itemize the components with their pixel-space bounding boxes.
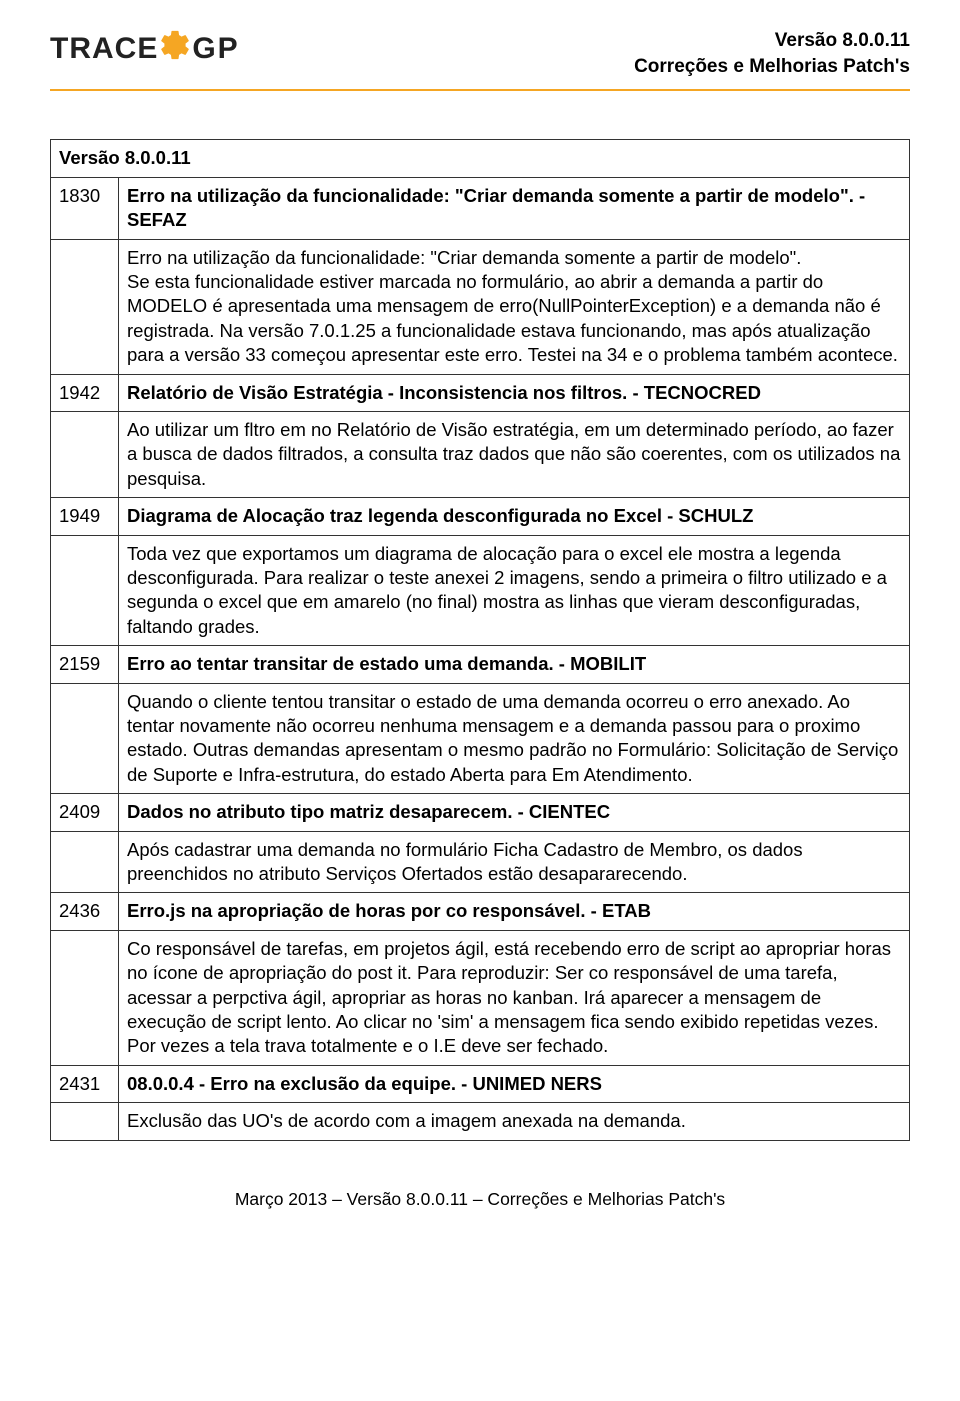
issue-desc-cell: Ao utilizar um fltro em no Relatório de … bbox=[119, 411, 910, 497]
issue-title-cell: Erro.js na apropriação de horas por co r… bbox=[119, 893, 910, 930]
issue-empty-cell bbox=[51, 535, 119, 646]
header-subtitle-text: Correções e Melhorias Patch's bbox=[634, 54, 910, 80]
table-row: Erro na utilização da funcionalidade: "C… bbox=[51, 239, 910, 374]
issue-title-cell: Diagrama de Alocação traz legenda descon… bbox=[119, 498, 910, 535]
header-version-block: Versão 8.0.0.11 Correções e Melhorias Pa… bbox=[634, 28, 910, 79]
table-row: 1942Relatório de Visão Estratégia - Inco… bbox=[51, 374, 910, 411]
issue-empty-cell bbox=[51, 930, 119, 1065]
issue-desc-cell: Erro na utilização da funcionalidade: "C… bbox=[119, 239, 910, 374]
issues-table-body: Versão 8.0.0.11 1830Erro na utilização d… bbox=[51, 140, 910, 1140]
table-row: 2159Erro ao tentar transitar de estado u… bbox=[51, 646, 910, 683]
table-row: 243108.0.0.4 - Erro na exclusão da equip… bbox=[51, 1065, 910, 1102]
issue-title-cell: Erro ao tentar transitar de estado uma d… bbox=[119, 646, 910, 683]
issue-title-cell: Relatório de Visão Estratégia - Inconsis… bbox=[119, 374, 910, 411]
logo-text-trace: TRACE bbox=[50, 32, 158, 66]
issue-title-cell: Erro na utilização da funcionalidade: "C… bbox=[119, 177, 910, 239]
table-row: Quando o cliente tentou transitar o esta… bbox=[51, 683, 910, 794]
issue-desc-cell: Toda vez que exportamos um diagrama de a… bbox=[119, 535, 910, 646]
table-version-row: Versão 8.0.0.11 bbox=[51, 140, 910, 177]
issue-desc-cell: Exclusão das UO's de acordo com a imagem… bbox=[119, 1103, 910, 1140]
issue-id-cell: 1949 bbox=[51, 498, 119, 535]
logo-text-gp: GP bbox=[192, 32, 239, 66]
table-row: Co responsável de tarefas, em projetos á… bbox=[51, 930, 910, 1065]
table-row: Toda vez que exportamos um diagrama de a… bbox=[51, 535, 910, 646]
table-row: Ao utilizar um fltro em no Relatório de … bbox=[51, 411, 910, 497]
issue-id-cell: 2409 bbox=[51, 794, 119, 831]
table-row: Após cadastrar uma demanda no formulário… bbox=[51, 831, 910, 893]
issues-table: Versão 8.0.0.11 1830Erro na utilização d… bbox=[50, 139, 910, 1140]
issue-id-cell: 2436 bbox=[51, 893, 119, 930]
table-row: 2409Dados no atributo tipo matriz desapa… bbox=[51, 794, 910, 831]
issue-id-cell: 2431 bbox=[51, 1065, 119, 1102]
issue-empty-cell bbox=[51, 683, 119, 794]
logo: TRACE GP bbox=[50, 28, 240, 69]
issue-empty-cell bbox=[51, 1103, 119, 1140]
issue-title-cell: Dados no atributo tipo matriz desaparece… bbox=[119, 794, 910, 831]
issue-title-cell: 08.0.0.4 - Erro na exclusão da equipe. -… bbox=[119, 1065, 910, 1102]
issue-desc-cell: Após cadastrar uma demanda no formulário… bbox=[119, 831, 910, 893]
page-header: TRACE GP Versão 8.0.0.11 Correções e Mel… bbox=[50, 28, 910, 91]
issue-empty-cell bbox=[51, 239, 119, 374]
issue-desc-cell: Quando o cliente tentou transitar o esta… bbox=[119, 683, 910, 794]
table-row: 2436Erro.js na apropriação de horas por … bbox=[51, 893, 910, 930]
version-cell: Versão 8.0.0.11 bbox=[51, 140, 910, 177]
issue-id-cell: 1830 bbox=[51, 177, 119, 239]
table-row: Exclusão das UO's de acordo com a imagem… bbox=[51, 1103, 910, 1140]
issue-id-cell: 1942 bbox=[51, 374, 119, 411]
gear-icon bbox=[158, 28, 192, 69]
issue-empty-cell bbox=[51, 411, 119, 497]
issue-empty-cell bbox=[51, 831, 119, 893]
issue-desc-cell: Co responsável de tarefas, em projetos á… bbox=[119, 930, 910, 1065]
page-footer: Março 2013 – Versão 8.0.0.11 – Correções… bbox=[50, 1189, 910, 1210]
issue-id-cell: 2159 bbox=[51, 646, 119, 683]
table-row: 1949Diagrama de Alocação traz legenda de… bbox=[51, 498, 910, 535]
table-row: 1830Erro na utilização da funcionalidade… bbox=[51, 177, 910, 239]
header-version-text: Versão 8.0.0.11 bbox=[634, 28, 910, 54]
